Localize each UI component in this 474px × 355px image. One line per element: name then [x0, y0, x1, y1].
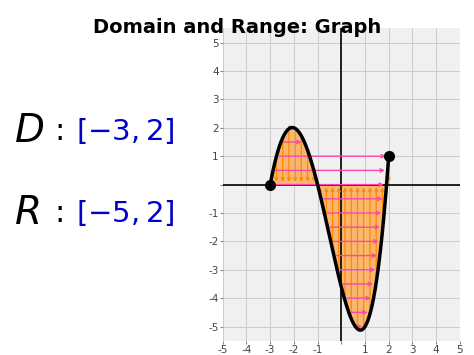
Text: $\mathit{D}$: $\mathit{D}$ [14, 112, 44, 151]
Text: $[-5,2]$: $[-5,2]$ [76, 198, 174, 228]
Text: $[-3,2]$: $[-3,2]$ [76, 116, 174, 146]
Text: :: : [55, 117, 65, 146]
Text: Domain and Range: Graph: Domain and Range: Graph [93, 18, 381, 37]
Text: :: : [55, 198, 65, 228]
Text: $\mathit{R}$: $\mathit{R}$ [14, 194, 39, 232]
